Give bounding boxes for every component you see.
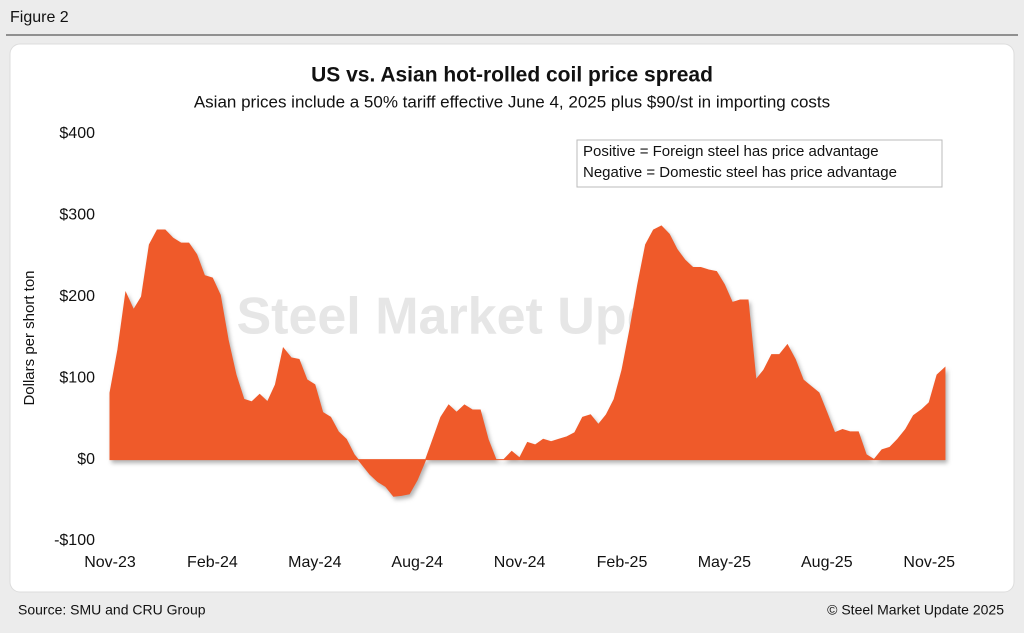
x-tick-label: Aug-24	[391, 554, 443, 571]
legend-box	[576, 139, 943, 188]
copyright: © Steel Market Update 2025	[827, 602, 1004, 618]
x-tick-label: Nov-23	[84, 554, 136, 571]
y-axis-label: Dollars per short ton	[21, 270, 38, 405]
x-tick-label: May-24	[288, 554, 341, 571]
y-tick-label: $400	[59, 125, 95, 142]
y-tick-label: $0	[77, 451, 95, 468]
x-tick-label: May-25	[698, 554, 751, 571]
figure-label: Figure 2	[10, 9, 69, 26]
y-tick-label: -$100	[54, 532, 95, 549]
x-tick-label: Nov-25	[903, 554, 955, 571]
y-tick-label: $200	[59, 288, 95, 305]
annotation: Positive = Foreign steel has price advan…	[583, 143, 879, 160]
x-tick-label: Aug-25	[801, 554, 853, 571]
x-tick-label: Nov-24	[494, 554, 546, 571]
source-note: Source: SMU and CRU Group	[18, 602, 206, 618]
area	[109, 225, 946, 497]
x-tick-label: Feb-24	[187, 554, 238, 571]
x-tick-label: Feb-25	[597, 554, 648, 571]
annotation: Negative = Domestic steel has price adva…	[583, 164, 897, 181]
y-tick-label: $300	[59, 207, 95, 224]
y-tick-label: $100	[59, 369, 95, 386]
chart-subtitle: Asian prices include a 50% tariff effect…	[194, 92, 830, 111]
chart-title: US vs. Asian hot-rolled coil price sprea…	[311, 64, 713, 87]
